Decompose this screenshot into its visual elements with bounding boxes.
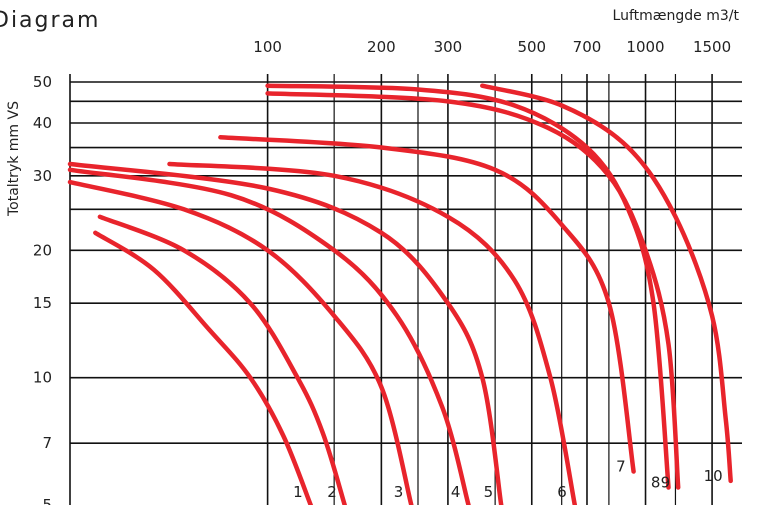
curve-label-7: 7 (616, 458, 626, 476)
chart-title: Diagram (0, 8, 101, 33)
curve-10 (480, 83, 733, 484)
curve-label-3: 3 (394, 483, 404, 501)
y-tick-labels: 5 7 10 15 20 30 40 50 (33, 73, 52, 505)
y-tick-label: 20 (33, 241, 52, 259)
y-tick-label: 10 (33, 369, 52, 387)
curve-label-10: 10 (704, 467, 723, 485)
curve-label-4: 4 (451, 483, 461, 501)
curve-label-2: 2 (327, 483, 337, 501)
curve-label-1: 1 (293, 483, 303, 501)
x-tick-label: 1500 (693, 38, 731, 56)
curve-8 (265, 83, 671, 490)
x-tick-label: 100 (253, 38, 282, 56)
curve-6 (167, 161, 578, 505)
x-tick-label: 300 (434, 38, 463, 56)
x-tick-label: 500 (517, 38, 546, 56)
curve-label-8: 8 (651, 473, 661, 491)
curve-5 (67, 161, 504, 505)
curve-4 (67, 167, 471, 505)
curve-labels: 1 2 3 4 5 6 7 8 9 10 (293, 458, 723, 501)
curve-3 (67, 179, 414, 505)
x-axis-label: Luftmængde m3/t (612, 8, 739, 24)
y-tick-label: 5 (42, 496, 52, 505)
x-tick-labels: 100 200 300 500 700 1000 1500 (253, 38, 731, 56)
curve-2 (97, 214, 347, 505)
curve-label-6: 6 (557, 483, 567, 501)
x-tick-label: 200 (367, 38, 396, 56)
curve-label-9: 9 (661, 473, 671, 491)
curve-9 (265, 91, 681, 490)
x-tick-label: 700 (573, 38, 602, 56)
curve-1 (93, 230, 313, 505)
y-tick-label: 7 (42, 434, 52, 452)
x-tick-label: 1000 (626, 38, 664, 56)
y-tick-label: 50 (33, 73, 52, 91)
y-tick-label: 30 (33, 167, 52, 185)
curve-label-5: 5 (484, 483, 494, 501)
y-tick-label: 40 (33, 114, 52, 132)
curve-7 (218, 135, 636, 474)
curves (67, 83, 733, 505)
y-tick-label: 15 (33, 294, 52, 312)
